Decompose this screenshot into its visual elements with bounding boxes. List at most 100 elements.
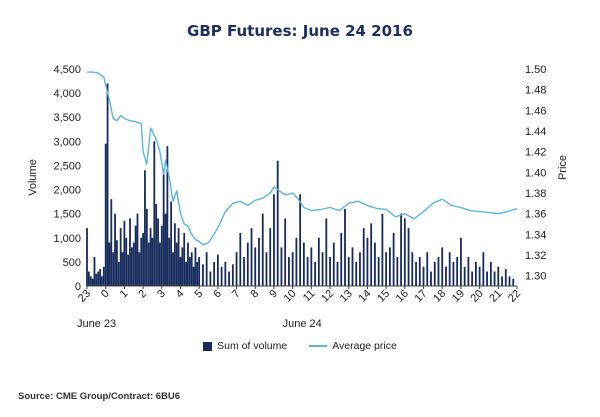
volume-bar: [478, 266, 481, 286]
x-tick-label: 5: [192, 288, 205, 301]
volume-bar: [114, 213, 116, 286]
x-tick-label: 17: [412, 288, 429, 305]
x-tick-label: 2: [136, 288, 149, 301]
x-tick-label: 10: [282, 288, 299, 305]
volume-bar: [140, 237, 143, 286]
x-tick-label: 20: [469, 288, 486, 305]
volume-bar: [138, 252, 141, 286]
volume-bar: [119, 228, 122, 286]
volume-bar: [185, 261, 187, 286]
volume-bar: [144, 170, 146, 286]
y-right-tick-label: 1.34: [525, 229, 546, 241]
volume-bar: [149, 228, 152, 286]
volume-bar: [97, 271, 100, 286]
y-left-tick-label: 2,000: [53, 185, 81, 197]
volume-bar: [147, 242, 150, 286]
volume-bar: [310, 247, 313, 286]
volume-bar: [106, 83, 109, 286]
volume-bar: [385, 252, 388, 286]
volume-bar: [162, 170, 165, 286]
y-left-tick-label: 4,500: [53, 64, 81, 76]
volume-bar: [198, 257, 201, 286]
x-tick-label: 6: [211, 288, 224, 301]
volume-bar: [136, 213, 139, 286]
volume-bar: [179, 257, 182, 286]
y-right-tick-label: 1.36: [525, 209, 546, 221]
x-tick-label: 19: [450, 288, 467, 305]
volume-bar: [86, 228, 88, 286]
volume-bar: [351, 247, 354, 286]
volume-bar: [508, 276, 511, 286]
volume-bar: [220, 266, 223, 286]
y-left-tick-label: 1,000: [53, 233, 81, 245]
volume-bar: [347, 257, 350, 286]
volume-bar: [112, 252, 115, 286]
volume-bar: [175, 242, 178, 286]
x-tick-label: 12: [319, 288, 336, 305]
x-date-label: June 23: [77, 318, 116, 330]
volume-bar: [422, 266, 425, 286]
volume-bar: [108, 242, 111, 286]
volume-bar: [388, 247, 391, 286]
volume-bar: [381, 213, 384, 286]
volume-bar: [130, 247, 133, 286]
volume-bar: [102, 266, 105, 286]
volume-bar: [95, 273, 98, 286]
volume-bar: [188, 257, 191, 286]
volume-bar: [127, 254, 130, 286]
volume-bar: [239, 232, 242, 286]
volume-bar: [231, 264, 234, 286]
volume-bar: [340, 232, 343, 286]
volume-bar: [202, 264, 204, 286]
volume-bar: [430, 271, 432, 286]
volume-bar: [164, 213, 167, 286]
volume-bar: [145, 208, 148, 286]
y-right-tick-label: 1.50: [525, 64, 546, 76]
volume-bar: [489, 261, 492, 286]
volume-bar: [325, 218, 328, 286]
y-left-tick-label: 2,500: [53, 160, 81, 172]
legend-item-volume: Sum of volume: [203, 340, 287, 352]
volume-bar: [280, 247, 283, 286]
volume-bar: [93, 257, 96, 286]
y-left-tick-label: 500: [63, 257, 81, 269]
volume-bar: [377, 257, 380, 286]
volume-bar: [403, 218, 406, 286]
volume-bar: [362, 228, 365, 286]
volume-bar: [132, 242, 135, 286]
volume-bar: [291, 252, 294, 286]
volume-bar: [172, 252, 174, 286]
x-tick-label: 8: [249, 288, 262, 301]
x-tick-label: 14: [356, 288, 373, 305]
volume-bar: [317, 237, 320, 286]
volume-bar: [110, 199, 113, 286]
volume-bar: [493, 271, 496, 286]
volume-bar: [194, 247, 197, 286]
volume-bar: [129, 218, 131, 286]
y-right-tick-label: 1.32: [525, 250, 546, 262]
x-tick-label: 7: [230, 288, 243, 301]
volume-bar: [467, 257, 470, 286]
volume-bar: [216, 254, 219, 286]
volume-bar: [209, 271, 212, 286]
volume-bar: [87, 271, 90, 286]
volume-bar: [187, 242, 189, 286]
volume-bar: [396, 257, 399, 286]
volume-bar: [288, 257, 290, 286]
volume-bar: [101, 276, 103, 286]
legend: Sum of volume Average price: [0, 340, 600, 352]
y-right-tick-label: 1.38: [525, 188, 546, 200]
volume-bar: [258, 237, 260, 286]
volume-bar: [306, 257, 309, 286]
volume-bar: [173, 223, 176, 286]
volume-bar: [134, 225, 137, 286]
volume-bar: [123, 220, 126, 286]
x-tick-label: 11: [301, 288, 318, 305]
volume-bar: [392, 232, 395, 286]
volume-bar: [205, 252, 208, 286]
volume-bar: [448, 252, 451, 286]
volume-bar: [276, 160, 279, 286]
volume-bar: [474, 261, 477, 286]
volume-bar: [433, 261, 436, 286]
volume-bar: [235, 252, 238, 286]
